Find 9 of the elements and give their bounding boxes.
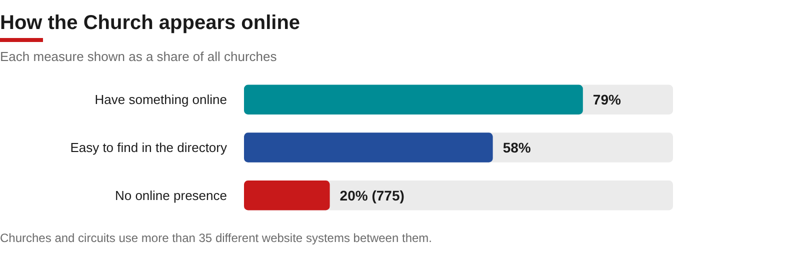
chart-title: How the Church appears online — [0, 12, 300, 34]
y-tick-label: Have something online — [94, 92, 227, 108]
text: Churches and circuits use more than 35 different website systems between them. — [0, 231, 432, 245]
y-tick-label: No online presence — [114, 188, 227, 203]
data-label: 20% (775) — [340, 187, 404, 204]
data-label: 79% — [592, 92, 622, 108]
y-tick-label: Easy to find in the directory — [70, 140, 228, 156]
text: Each measure shown as a share of all churches — [0, 49, 278, 64]
data-label: 58% — [502, 139, 532, 156]
